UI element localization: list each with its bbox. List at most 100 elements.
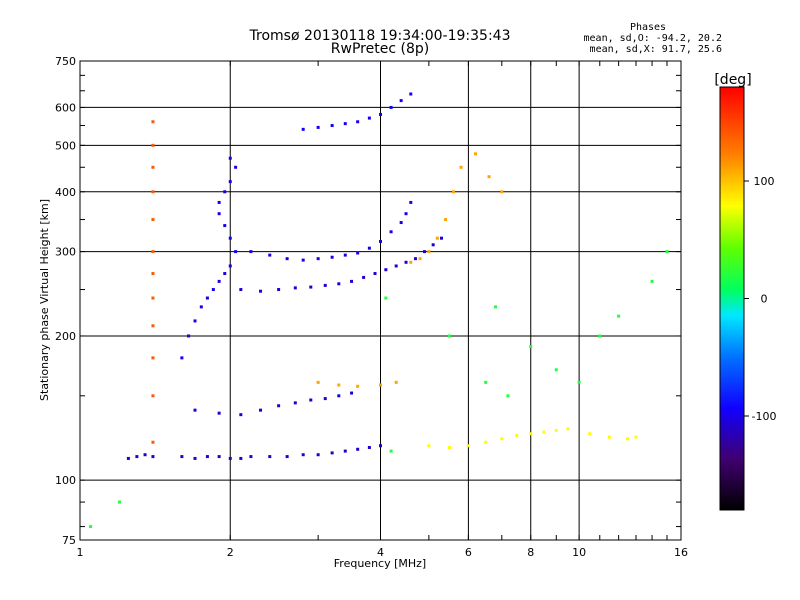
stats-header: Phases [630, 22, 666, 33]
x-tick-label: 10 [572, 546, 586, 559]
data-point [301, 453, 305, 457]
data-point [285, 455, 289, 459]
data-point [285, 257, 289, 261]
data-point [228, 264, 232, 268]
data-point [404, 212, 408, 216]
data-point [316, 380, 320, 384]
data-point [506, 394, 510, 398]
data-point [409, 92, 413, 96]
data-point [343, 449, 347, 453]
data-point [484, 380, 488, 384]
data-point [451, 190, 455, 194]
y-tick-label: 300 [55, 246, 76, 259]
data-point [259, 289, 263, 293]
data-point [239, 288, 243, 292]
data-point [422, 250, 426, 254]
data-point [268, 253, 272, 257]
data-point [330, 124, 334, 128]
data-point [448, 334, 452, 338]
data-point [418, 257, 422, 261]
colorbar-label: [deg] [714, 72, 751, 88]
data-point [356, 384, 360, 388]
data-point [487, 175, 491, 179]
data-point [234, 165, 238, 169]
data-point [180, 356, 184, 360]
data-point [337, 383, 341, 387]
data-point [343, 253, 347, 257]
data-point [379, 112, 382, 116]
data-point [193, 408, 197, 412]
x-axis: 1 2 4 6 8 10 16 [77, 61, 688, 559]
data-point [625, 437, 629, 441]
data-point [448, 445, 452, 449]
data-point [205, 455, 209, 459]
data-point [389, 230, 393, 234]
data-point [187, 334, 191, 338]
data-point [143, 453, 147, 457]
data-point [588, 432, 592, 436]
y-tick-label: 200 [55, 330, 76, 343]
data-point [554, 368, 558, 372]
data-point [180, 455, 184, 459]
data-point [151, 190, 155, 194]
data-point [151, 440, 155, 444]
data-point [193, 456, 197, 460]
data-point [373, 272, 377, 276]
data-point [217, 279, 221, 283]
data-point [301, 258, 305, 262]
colorbar [719, 86, 745, 511]
data-point [350, 391, 354, 395]
data-point [650, 279, 654, 283]
data-point [301, 127, 305, 131]
data-point [228, 456, 232, 460]
data-point [554, 428, 558, 432]
data-point [367, 246, 371, 250]
data-point [151, 296, 155, 300]
data-point [409, 260, 413, 264]
data-point [459, 165, 463, 169]
data-point [362, 275, 366, 279]
data-point [394, 380, 398, 384]
data-point [151, 165, 155, 169]
data-point [217, 200, 221, 204]
data-point [515, 433, 519, 437]
data-point [217, 411, 221, 415]
y-tick-label: 400 [55, 186, 76, 199]
data-point [277, 404, 281, 408]
y-tick-label: 750 [55, 55, 76, 68]
data-point [323, 397, 327, 401]
data-point [500, 437, 504, 441]
data-point [309, 285, 313, 289]
data-point [413, 257, 417, 261]
data-point [389, 449, 393, 453]
data-point [126, 456, 130, 460]
data-point [234, 250, 238, 254]
data-point [617, 314, 621, 318]
data-point [343, 122, 347, 126]
data-point [379, 239, 382, 243]
data-point [399, 221, 403, 225]
grid [80, 61, 681, 540]
data-point [151, 394, 155, 398]
chart-title: Tromsø 20130118 19:34:00-19:35:43 [249, 28, 511, 44]
colorbar-tick-label: -100 [752, 410, 777, 423]
x-tick-label: 4 [377, 546, 384, 559]
data-point [217, 455, 221, 459]
data-point [316, 453, 320, 457]
data-point [239, 413, 243, 417]
data-point [293, 401, 297, 405]
data-point [268, 455, 272, 459]
data-point [427, 250, 431, 254]
data-point [337, 394, 341, 398]
data-point [309, 398, 313, 402]
x-tick-label: 1 [77, 546, 84, 559]
data-point [529, 345, 533, 349]
y-tick-label: 500 [55, 139, 76, 152]
data-point [330, 255, 334, 259]
data-point [151, 324, 155, 328]
data-point [399, 99, 403, 103]
data-point [379, 444, 382, 448]
data-point [394, 264, 398, 268]
data-point [435, 236, 439, 240]
